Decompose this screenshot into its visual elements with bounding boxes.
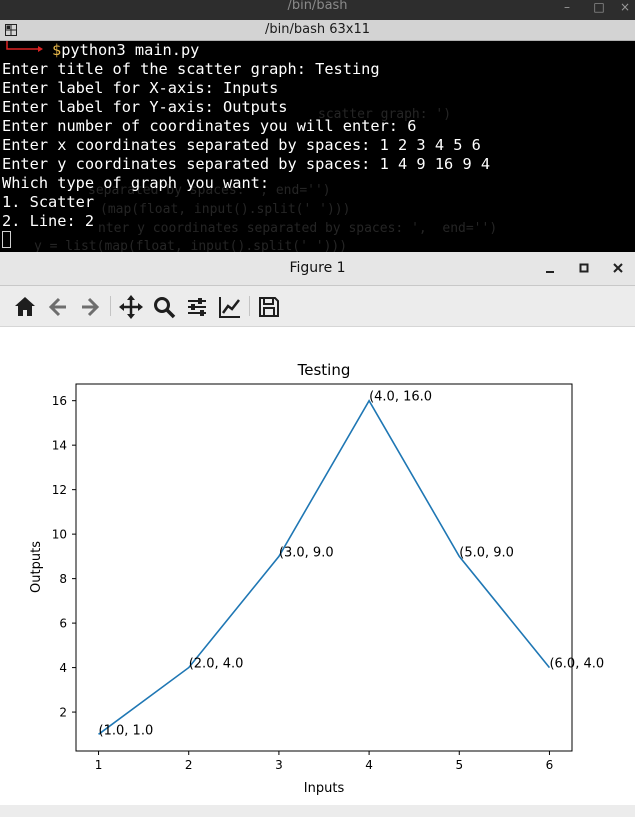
output-line: Which type of graph you want:: [2, 174, 270, 192]
save-button[interactable]: [256, 294, 282, 320]
pan-icon: [119, 295, 143, 319]
command-text: python3 main.py: [61, 41, 200, 59]
y-tick-label: 4: [59, 661, 67, 675]
outer-minimize-icon[interactable]: –: [564, 0, 570, 14]
x-tick-label: 2: [185, 758, 193, 772]
y-tick-label: 12: [52, 483, 67, 497]
output-line: Enter number of coordinates you will ent…: [2, 117, 417, 135]
x-tick-label: 3: [275, 758, 283, 772]
y-axis-ticks: 2 4 6 8 10 12 14 16: [52, 394, 76, 720]
maximize-icon[interactable]: [574, 258, 594, 278]
terminal-titlebar[interactable]: /bin/bash 63x11: [0, 20, 635, 41]
x-tick-label: 4: [365, 758, 373, 772]
terminal-window: /bin/bash – □ × /bin/bash 63x11 scatter …: [0, 0, 635, 252]
point-label: (3.0, 9.0: [279, 545, 334, 560]
save-icon: [259, 297, 279, 317]
command-line: $python3 main.py: [52, 41, 199, 60]
zoom-icon: [154, 297, 176, 319]
point-label: (2.0, 4.0: [189, 657, 244, 672]
status-strip: [0, 805, 635, 817]
edit-axis-button[interactable]: [217, 294, 243, 320]
chart-title: Testing: [297, 361, 351, 379]
figure-titlebar[interactable]: Figure 1: [0, 252, 635, 286]
x-tick-label: 5: [455, 758, 463, 772]
terminal-menu-icon[interactable]: [5, 24, 17, 36]
y-tick-label: 8: [59, 572, 67, 586]
y-tick-label: 16: [52, 394, 67, 408]
outer-maximize-icon[interactable]: □: [593, 0, 605, 14]
ghost-text: (map(float, input().split(' '))): [100, 202, 351, 217]
y-tick-label: 10: [52, 528, 67, 542]
y-tick-label: 2: [59, 706, 67, 720]
home-icon: [15, 297, 35, 316]
point-labels: (1.0, 1.0 (2.0, 4.0 (3.0, 9.0 (4.0, 16.0 (5.…: [99, 390, 605, 739]
ghost-text: nter y coordinates separated by spaces: …: [98, 221, 498, 236]
output-line: Enter title of the scatter graph: Testin…: [2, 60, 380, 78]
series-line: [98, 399, 551, 735]
x-axis-ticks: 1 2 3 4 5 6: [95, 751, 554, 772]
forward-button[interactable]: [77, 294, 103, 320]
terminal-cursor: [2, 231, 11, 248]
output-line: 2. Line: 2: [2, 212, 95, 230]
axes-frame: [75, 383, 573, 752]
output-line: Enter x coordinates separated by spaces:…: [2, 136, 481, 154]
x-axis-label: Inputs: [304, 781, 345, 796]
back-button[interactable]: [45, 294, 71, 320]
figure-window: Figure 1: [0, 252, 635, 817]
point-label: (6.0, 4.0: [549, 657, 604, 672]
terminal-title: /bin/bash 63x11: [264, 22, 370, 37]
prompt-symbol: $: [52, 41, 62, 59]
minimize-icon[interactable]: [540, 258, 560, 278]
output-line: Enter y coordinates separated by spaces:…: [2, 155, 491, 173]
subplots-icon: [188, 298, 206, 316]
outer-close-icon[interactable]: ×: [619, 0, 631, 14]
outer-titlebar: /bin/bash – □ ×: [0, 0, 635, 20]
x-tick-label: 6: [546, 758, 554, 772]
point-label: (1.0, 1.0: [99, 723, 154, 738]
toolbar-separator: [110, 296, 111, 316]
back-arrow-icon: [48, 297, 66, 317]
zoom-button[interactable]: [151, 294, 177, 320]
output-line: Enter label for Y-axis: Outputs: [2, 98, 288, 116]
ghost-text: scatter graph: '): [318, 107, 452, 122]
y-axis-label: Outputs: [29, 541, 44, 593]
edit-axis-icon: [219, 297, 240, 318]
ghost-text: separated by spaces: ', end=''): [88, 183, 331, 198]
prompt-arrow-icon: [6, 41, 43, 52]
ghost-text: y = list(map(float, input().split(' '))): [34, 239, 348, 252]
point-label: (5.0, 9.0: [459, 545, 514, 560]
home-button[interactable]: [12, 294, 38, 320]
y-tick-label: 6: [59, 617, 67, 631]
figure-title: Figure 1: [289, 260, 346, 276]
pan-button[interactable]: [118, 294, 144, 320]
x-tick-label: 1: [95, 758, 103, 772]
subplots-button[interactable]: [184, 294, 210, 320]
close-icon[interactable]: [608, 258, 628, 278]
outer-window-title: /bin/bash: [287, 0, 348, 13]
output-line: 1. Scatter: [2, 193, 95, 211]
terminal-output[interactable]: scatter graph: ') separated by spaces: '…: [0, 41, 635, 252]
forward-arrow-icon: [82, 297, 100, 317]
toolbar-separator: [249, 296, 250, 316]
figure-toolbar: [0, 286, 635, 327]
y-tick-label: 14: [52, 439, 67, 453]
point-label: (4.0, 16.0: [369, 390, 432, 405]
output-line: Enter label for X-axis: Inputs: [2, 79, 279, 97]
